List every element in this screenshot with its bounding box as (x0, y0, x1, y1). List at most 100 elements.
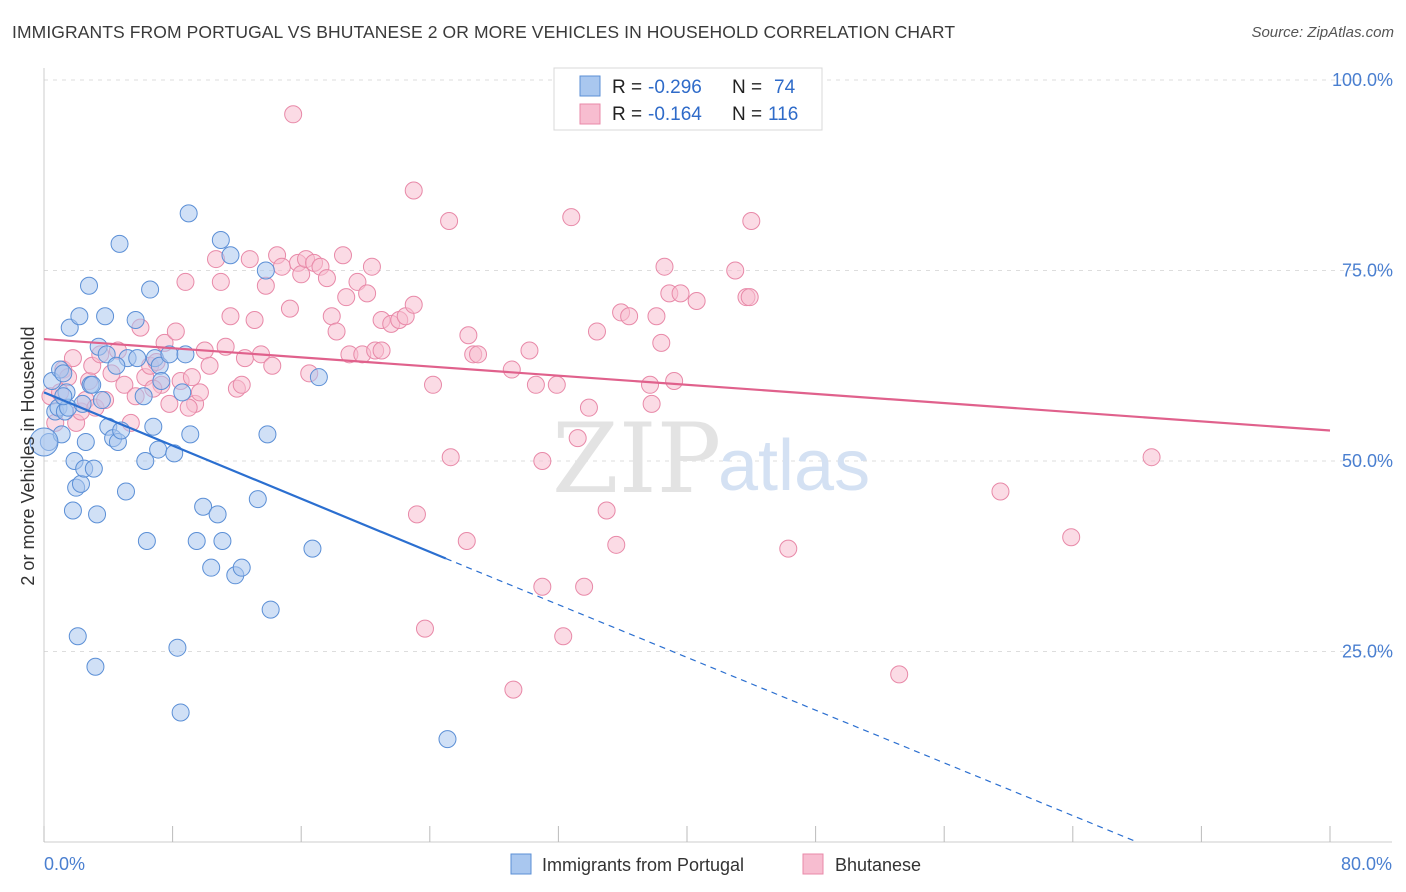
bhutanese-point (280, 299, 299, 318)
portugal-point (136, 452, 155, 470)
bhutanese-point (115, 375, 134, 394)
bhutanese-point (232, 375, 251, 394)
bhutanese-point (671, 284, 690, 303)
portugal-point (71, 474, 90, 493)
portugal-point (248, 490, 267, 509)
bhutanese-point (533, 452, 552, 470)
bhutanese-point (317, 269, 336, 288)
portugal-point (88, 505, 107, 524)
x-tick-label-max: 80.0% (1341, 854, 1392, 874)
portugal-point (149, 440, 168, 459)
portugal-point (116, 482, 135, 501)
legend-r-value-2: -0.164 (648, 104, 702, 125)
bhutanese-point (200, 356, 219, 375)
bottom-legend-label-portugal: Immigrants from Portugal (542, 855, 744, 875)
portugal-point (221, 246, 240, 265)
bhutanese-point (327, 322, 346, 341)
bhutanese-point (176, 272, 195, 291)
bhutanese-point (245, 311, 264, 330)
portugal-point (110, 234, 129, 253)
bhutanese-point (554, 627, 573, 646)
bhutanese-point (607, 535, 626, 554)
bhutanese-point (641, 375, 660, 394)
bhutanese-point (991, 482, 1010, 501)
bhutanese-point (647, 307, 666, 326)
bhutanese-point (63, 349, 82, 368)
portugal-point (137, 532, 156, 551)
y-tick-label-25: 25.0% (1342, 642, 1393, 662)
bottom-legend-label-bhutanese: Bhutanese (835, 855, 921, 875)
bhutanese-point (372, 341, 391, 360)
bhutanese-point (404, 295, 423, 314)
legend-n-value-1: 74 (774, 77, 796, 98)
portugal-point (107, 356, 126, 375)
bhutanese-point (579, 398, 598, 417)
bhutanese-point (362, 257, 381, 276)
bhutanese-point (190, 383, 209, 402)
legend-r-label-1: R = (612, 77, 642, 98)
legend-n-label-2: N = (732, 104, 762, 125)
bhutanese-point (526, 375, 545, 394)
legend-n-label-1: N = (732, 77, 762, 98)
series-legend: Immigrants from Portugal Bhutanese (510, 853, 921, 875)
portugal-point (141, 280, 160, 299)
legend-swatch-bhutanese (579, 103, 601, 125)
bhutanese-point (211, 272, 230, 291)
legend-r-label-2: R = (612, 104, 642, 125)
portugal-point (144, 417, 163, 436)
portugal-trend-extension (445, 557, 1138, 843)
portugal-point (309, 368, 328, 387)
bhutanese-point (160, 394, 179, 413)
bhutanese-point (504, 680, 523, 699)
chart-title: IMMIGRANTS FROM PORTUGAL VS BHUTANESE 2 … (12, 22, 956, 42)
portugal-point (181, 425, 200, 444)
bhutanese-point (890, 665, 909, 684)
legend-r-value-1: -0.296 (648, 77, 702, 98)
bhutanese-point (726, 261, 745, 280)
bottom-legend-swatch-portugal (510, 853, 532, 875)
y-tick-label-75: 75.0% (1342, 261, 1393, 281)
portugal-point (303, 539, 322, 558)
portugal-point (68, 627, 87, 646)
bhutanese-point (182, 368, 201, 387)
bhutanese-point (263, 356, 282, 375)
portugal-point (194, 497, 213, 516)
bhutanese-point (562, 208, 581, 227)
bhutanese-point (587, 322, 606, 341)
bhutanese-point (742, 211, 761, 230)
bhutanese-point (337, 288, 356, 307)
portugal-point (256, 261, 275, 280)
bhutanese-point (502, 360, 521, 379)
portugal-point (84, 459, 103, 478)
bhutanese-point (469, 345, 488, 364)
bhutanese-point (358, 284, 377, 303)
portugal-point (211, 231, 230, 250)
bhutanese-point (459, 326, 478, 345)
bhutanese-point (457, 532, 476, 551)
portugal-point (63, 501, 82, 520)
bhutanese-point (179, 398, 198, 417)
bottom-legend-swatch-bhutanese (802, 853, 824, 875)
chart-source: Source: ZipAtlas.com (1251, 24, 1394, 41)
portugal-trend-line (43, 391, 447, 560)
portugal-point (76, 432, 95, 451)
bhutanese-point (655, 257, 674, 276)
bhutanese-point (547, 375, 566, 394)
bhutanese-point (322, 307, 341, 326)
trend-lines (43, 337, 1331, 843)
bhutanese-point (665, 371, 684, 390)
y-tick-label-100: 100.0% (1332, 70, 1393, 90)
bhutanese-point (221, 307, 240, 326)
bhutanese-point (440, 211, 459, 230)
bhutanese-point (272, 257, 291, 276)
portugal-point (134, 387, 153, 406)
bhutanese-point (415, 619, 434, 638)
bhutanese-point (284, 105, 303, 124)
watermark-atlas: atlas (718, 426, 870, 506)
portugal-point (202, 558, 221, 577)
portugal-point (232, 558, 251, 577)
bhutanese-point (333, 246, 352, 265)
bhutanese-point (620, 307, 639, 326)
bhutanese-point (441, 448, 460, 467)
